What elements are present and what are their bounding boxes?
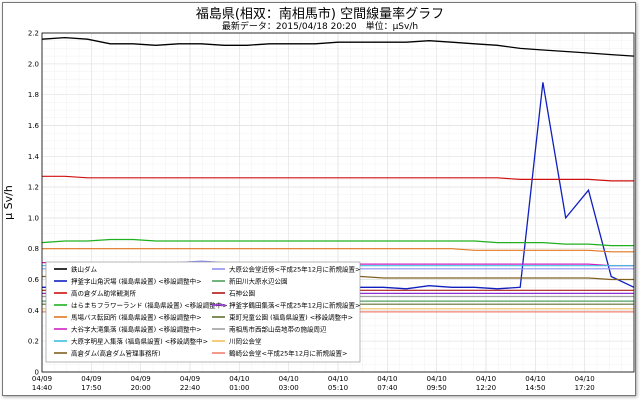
y-tick-label: 1.6 (28, 122, 40, 130)
x-tick-date: 04/10 (279, 375, 299, 383)
legend-entry-label: 押釜字山角沢場 (福島県設置) <移設調整中> (71, 277, 202, 286)
x-tick-time: 01:00 (229, 384, 249, 392)
y-tick-label: 1.4 (28, 153, 40, 161)
series-line (42, 248, 634, 253)
x-tick-date: 04/10 (377, 375, 397, 383)
x-tick-time: 09:50 (427, 384, 447, 392)
x-tick-time: 12:20 (476, 384, 496, 392)
series-line (41, 238, 634, 247)
x-tick-time: 03:00 (279, 384, 299, 392)
legend-box (45, 261, 361, 363)
x-tick-date: 04/09 (81, 375, 101, 383)
x-tick-time: 07:40 (377, 384, 397, 392)
legend-entry-label: 大原公会堂近傍<平成25年12月に新規設置> (229, 265, 360, 274)
chart-subtitle: 最新データ：2015/04/18 20:20 単位：μSv/h (221, 22, 419, 32)
legend-entry-label: 大谷字大滝集落 (福島県設置) <移設調整中> (71, 325, 202, 334)
legend-entry-label: 鉄山ダム (71, 265, 98, 274)
legend-entry-label: 高の倉ダム助常観測所 (71, 289, 137, 298)
legend-entry-label: 川岡公会堂 (229, 337, 262, 346)
legend-entry-label: 高倉ダム(高倉ダム管理事務所) (71, 349, 161, 358)
legend-entry-label: はらまちフラワーランド (福島県設置) <移設調整中> (71, 301, 228, 310)
plot-area-border (41, 32, 635, 373)
x-tick-time: 17:50 (81, 384, 101, 392)
legend-entry-label: 石神公園 (229, 289, 255, 298)
x-tick-date: 04/10 (575, 375, 595, 383)
x-tick-time: 05:10 (328, 384, 348, 392)
y-tick-label: 0 (35, 369, 39, 377)
chart-frame (2, 2, 636, 396)
series-line (41, 36, 635, 57)
legend-entry-label: 鶴崎公会堂<平成25年12月に新規設置> (229, 349, 347, 358)
y-tick-label: 0.2 (28, 338, 39, 346)
y-tick-label: 0.8 (28, 245, 39, 253)
x-tick-date: 04/10 (427, 375, 447, 383)
x-tick-time: 20:00 (131, 384, 151, 392)
y-tick-label: 0.4 (28, 307, 40, 315)
legend-entry-label: 馬場バス転回所 (福島県設置) <移設調整中> (71, 313, 202, 322)
x-tick-date: 04/10 (476, 375, 496, 383)
x-tick-time: 14:50 (525, 384, 545, 392)
x-tick-date: 04/10 (328, 375, 348, 383)
x-tick-date: 04/09 (180, 375, 200, 383)
legend-entry-label: 新田川大原水辺公園 (229, 277, 288, 286)
axes: 00.20.40.60.81.01.21.41.61.82.02.204/091… (28, 30, 635, 392)
x-tick-time: 17:20 (575, 384, 595, 392)
x-tick-date: 04/10 (229, 375, 249, 383)
y-tick-label: 0.6 (28, 276, 40, 284)
y-tick-label: 2.0 (28, 60, 39, 68)
y-tick-label: 1.8 (28, 91, 39, 99)
x-tick-date: 04/10 (525, 375, 545, 383)
legend-entry-label: 南相馬市西部山岳地帯の施設周辺 (229, 325, 327, 334)
y-tick-label: 1.2 (28, 184, 39, 192)
y-axis-label: μ Sv/h (2, 185, 15, 220)
y-tick-label: 2.2 (28, 30, 39, 38)
legend-entry-label: 大原字明星入集落 (福島県設置) <移設調整中> (71, 337, 208, 346)
x-tick-date: 04/09 (131, 375, 151, 383)
x-tick-time: 14:40 (32, 384, 52, 392)
series-line (42, 175, 634, 182)
x-tick-date: 04/09 (32, 375, 52, 383)
x-tick-time: 22:40 (180, 384, 200, 392)
chart-title: 福島県(相双：南相馬市) 空間線量率グラフ (195, 7, 445, 22)
y-tick-label: 1.0 (28, 214, 39, 222)
legend-entry-label: 押釜字鶴田集落<平成25年12月に新規設置> (229, 301, 360, 310)
legend-entry-label: 東町児童公園 (福島県設置) <移設調整中> (229, 313, 353, 322)
